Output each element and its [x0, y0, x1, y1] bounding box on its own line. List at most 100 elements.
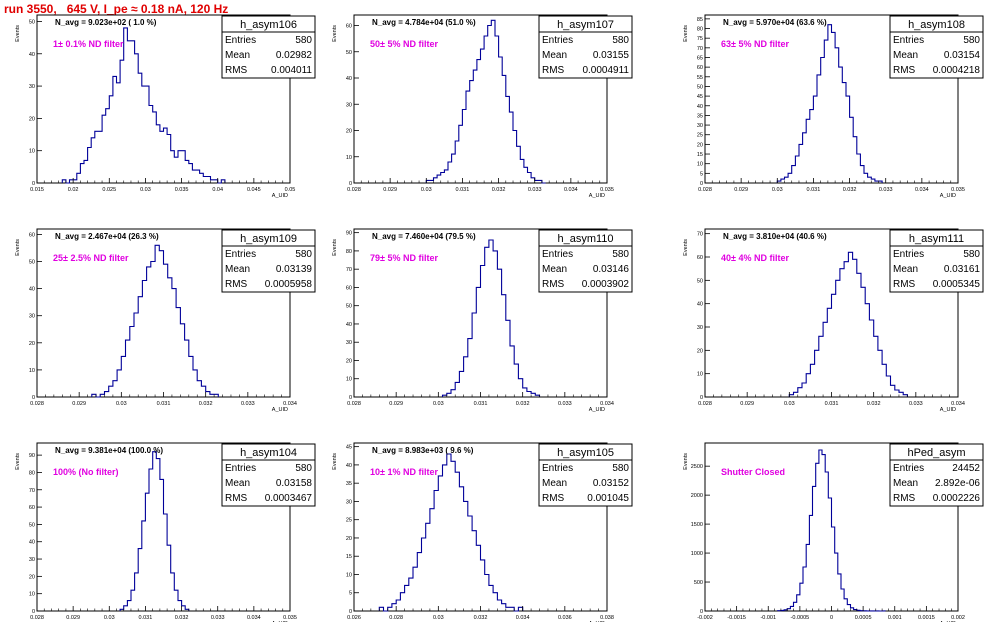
x-tick-label: -0.0015 [727, 615, 746, 621]
y-tick-label: 75 [697, 36, 703, 42]
stats-value: 0.0005958 [265, 279, 313, 290]
stats-label: RMS [225, 279, 248, 290]
y-tick-label: 20 [29, 116, 35, 122]
histogram-panel-h_asym108: 0.028 0.029 0.03 0.031 0.032 0.033 0.034 0.035 0… [683, 14, 984, 199]
y-tick-label: 70 [346, 267, 352, 273]
stats-box: h_asym111 Entries 580 Mean 0.03161 RMS 0.00053… [889, 229, 984, 293]
x-tick-label: 0.035 [951, 187, 965, 193]
x-tick-label: 0.02 [68, 187, 79, 193]
y-tick-label: 45 [697, 94, 703, 100]
stats-value: 0.03152 [593, 478, 630, 489]
x-tick-label: -0.002 [697, 615, 713, 621]
stats-label: Entries [225, 249, 256, 260]
x-tick-label: 0.035 [283, 615, 297, 621]
x-tick-label: 0.025 [102, 187, 116, 193]
x-tick-label: 0.03 [433, 615, 444, 621]
stats-value: 0.02982 [276, 50, 313, 61]
x-tick-label: 0.03 [784, 401, 795, 407]
histogram-line [119, 451, 190, 611]
y-tick-label: 90 [29, 453, 35, 459]
filter-label: 79± 5% ND filter [370, 253, 438, 263]
y-tick-label: 10 [697, 162, 703, 168]
y-tick-label: 0 [700, 395, 703, 401]
x-axis-label: A_UID [940, 193, 956, 199]
stats-box-title: h_asym105 [557, 447, 614, 459]
y-tick-label: 30 [29, 314, 35, 320]
stats-value: 0.0004911 [582, 65, 629, 76]
x-axis-label: A_UID [272, 407, 288, 413]
filter-label: 63± 5% ND filter [721, 39, 789, 49]
stats-box-title: h_asym106 [240, 19, 297, 31]
x-tick-label: 0.029 [66, 615, 80, 621]
y-tick-label: 30 [346, 499, 352, 505]
stats-box-frame [889, 229, 984, 293]
y-tick-label: 10 [29, 592, 35, 598]
x-tick-label: 0.031 [825, 401, 839, 407]
y-tick-label: 10 [346, 572, 352, 578]
y-tick-label: 2000 [691, 493, 703, 499]
x-tick-label: 0.033 [558, 401, 572, 407]
stats-label: Entries [893, 463, 924, 474]
x-tick-label: 0.034 [247, 615, 261, 621]
stats-value: 2.892e-06 [935, 478, 980, 489]
histogram-panel-h_asym109: 0.028 0.029 0.03 0.031 0.032 0.033 0.034 0 10 20 3… [15, 228, 316, 413]
x-tick-label: 0.034 [600, 401, 614, 407]
stats-value: 0.03161 [944, 264, 981, 275]
filter-label: Shutter Closed [721, 467, 785, 477]
stats-label: RMS [893, 65, 916, 76]
y-tick-label: 20 [697, 348, 703, 354]
y-axis-label: Events [15, 453, 21, 470]
plot-frame [36, 442, 291, 612]
y-tick-label: 50 [29, 19, 35, 25]
x-tick-label: 0.033 [879, 187, 893, 193]
y-tick-label: 30 [346, 340, 352, 346]
stats-box-frame [221, 15, 316, 79]
x-tick-label: 0.031 [157, 401, 171, 407]
y-axis-label: Events [683, 453, 689, 470]
y-tick-label: 0 [349, 609, 352, 615]
y-axis-label: Events [332, 453, 338, 470]
x-tick-label: 0.032 [492, 187, 506, 193]
x-tick-label: 0.03 [104, 615, 115, 621]
y-tick-label: 20 [346, 129, 352, 135]
x-axis-label: A_UID [589, 193, 605, 199]
stats-box: h_asym104 Entries 580 Mean 0.03158 RMS 0.00034… [221, 443, 316, 507]
x-tick-label: 0.036 [558, 615, 572, 621]
stats-value: 0.0002226 [933, 493, 981, 504]
x-tick-label: 0.034 [951, 401, 965, 407]
x-tick-label: 0.033 [528, 187, 542, 193]
y-tick-label: 50 [29, 522, 35, 528]
stats-box-frame [221, 229, 316, 293]
x-tick-label: 0.032 [474, 615, 488, 621]
stats-box-frame [889, 15, 984, 79]
y-tick-label: 30 [29, 84, 35, 90]
stats-box-frame [538, 229, 633, 293]
y-tick-label: 30 [346, 102, 352, 108]
y-tick-label: 20 [29, 574, 35, 580]
x-tick-label: 0.035 [175, 187, 189, 193]
stats-value: 580 [612, 35, 629, 46]
filter-label: 1± 0.1% ND filter [53, 39, 124, 49]
y-tick-label: 40 [346, 322, 352, 328]
stats-label: Mean [893, 264, 918, 275]
plot-frame [704, 14, 959, 184]
x-tick-label: 0.028 [698, 401, 712, 407]
x-tick-label: 0.031 [807, 187, 821, 193]
stats-label: Mean [225, 50, 250, 61]
x-tick-label: 0.028 [30, 401, 44, 407]
y-tick-label: 70 [29, 488, 35, 494]
histogram-line [61, 27, 226, 184]
x-axis-label: A_UID [589, 407, 605, 413]
x-axis-label: A_UID [940, 407, 956, 413]
y-tick-label: 60 [29, 232, 35, 238]
x-tick-label: 0.045 [247, 187, 261, 193]
y-tick-label: 25 [697, 133, 703, 139]
histogram-line [441, 239, 541, 397]
stats-box-frame [538, 443, 633, 507]
y-tick-label: 0 [700, 181, 703, 187]
y-tick-label: 10 [346, 155, 352, 161]
stats-label: Mean [542, 264, 567, 275]
y-tick-label: 40 [697, 104, 703, 110]
y-tick-label: 40 [29, 52, 35, 58]
